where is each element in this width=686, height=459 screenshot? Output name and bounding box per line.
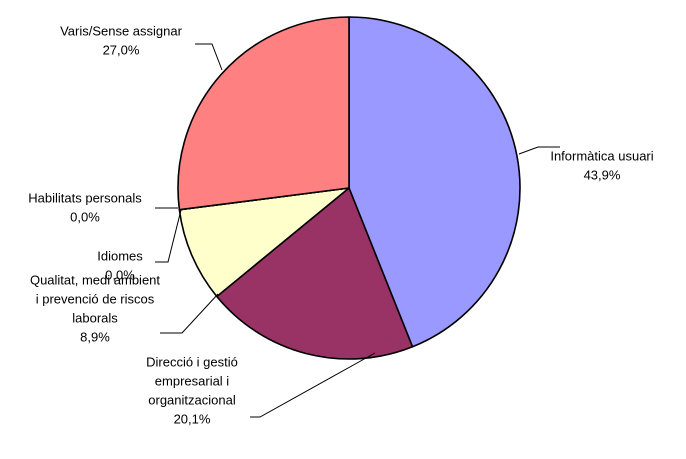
slice-category-label: Habilitats personals xyxy=(28,191,142,206)
slice-label-2: Qualitat, medi ambient i prevenció de ris… xyxy=(30,273,160,345)
leader-line-0 xyxy=(518,146,560,155)
slice-category-label: i prevenció de riscos xyxy=(36,292,155,307)
pie-slice-2 xyxy=(178,187,350,298)
pie-slice-5 xyxy=(177,16,350,211)
slice-category-label: empresarial i xyxy=(155,374,230,389)
slice-category-label: Varis/Sense assignar xyxy=(60,24,183,39)
slice-label-1: Direcció i gestió empresarial i organitzac… xyxy=(146,355,238,427)
slice-label-5: Varis/Sense assignar 27,0% xyxy=(60,24,183,58)
slice-category-label: organitzacional xyxy=(148,393,236,408)
slice-value-label: 0,0% xyxy=(70,210,100,225)
pie-slices xyxy=(177,16,521,360)
slice-label-4: Habilitats personals 0,0% xyxy=(28,191,142,225)
slice-labels: Informàtica usuari 43,9% Direcció i gestió… xyxy=(28,24,653,427)
pie-slice-1 xyxy=(216,187,414,360)
slice-label-0: Informàtica usuari 43,9% xyxy=(550,149,653,183)
slice-value-label: 20,1% xyxy=(174,412,211,427)
slice-value-label: 8,9% xyxy=(80,330,110,345)
slice-value-label: 43,9% xyxy=(584,168,621,183)
slice-category-label: Qualitat, medi ambient xyxy=(30,273,160,288)
slice-category-label: laborals xyxy=(72,311,118,326)
leader-line-1 xyxy=(250,352,376,418)
leader-line-2 xyxy=(160,293,219,334)
slice-label-3: Idiomes 0,0% xyxy=(97,249,143,283)
slice-category-label: Informàtica usuari xyxy=(550,149,653,164)
slice-value-label: 27,0% xyxy=(103,43,140,58)
slice-value-label: 0,0% xyxy=(105,268,135,283)
slice-category-label: Direcció i gestió xyxy=(146,355,238,370)
leader-line-5 xyxy=(195,43,223,71)
leader-line-3 xyxy=(155,209,182,263)
pie-slice-0 xyxy=(348,16,521,348)
slice-category-label: Idiomes xyxy=(97,249,143,264)
leader-lines xyxy=(155,43,560,418)
